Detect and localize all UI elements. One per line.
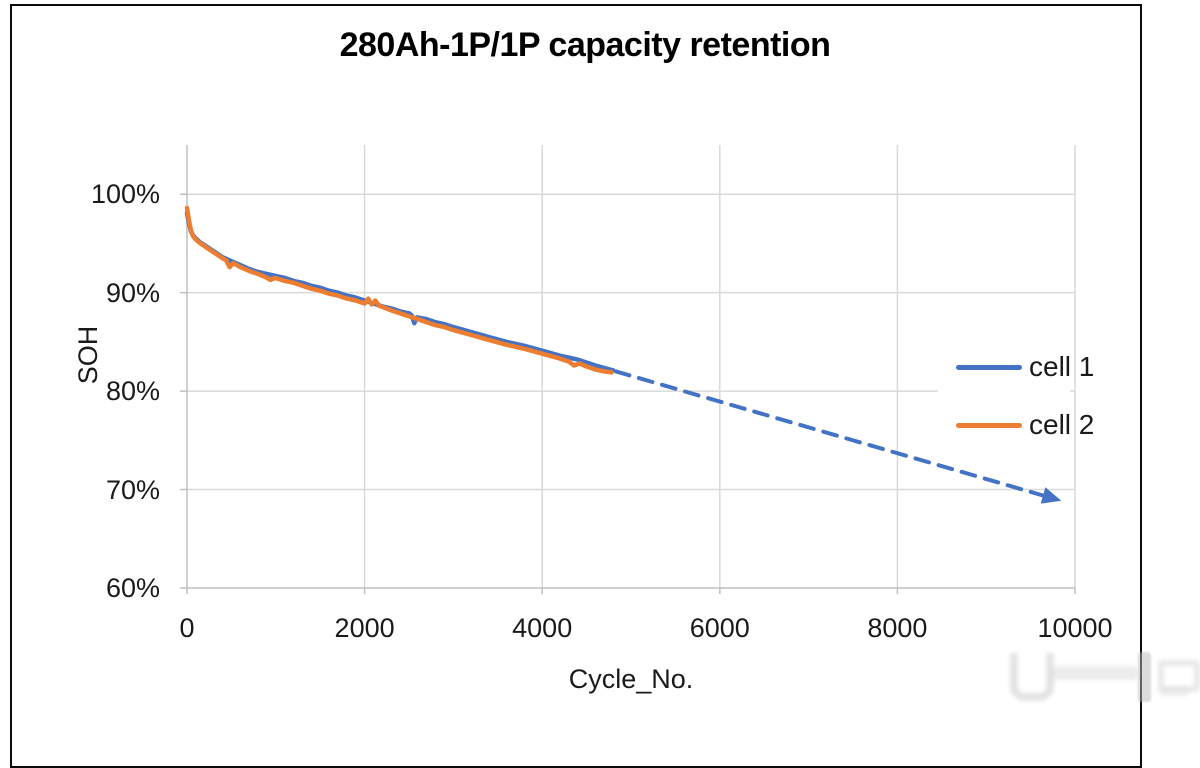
y-axis-title: SOH [73, 325, 103, 385]
legend-item-cell-2: cell 2 [956, 408, 1094, 442]
projection-arrowhead-icon [1040, 487, 1062, 504]
x-axis-title: Cycle_No. [568, 664, 694, 694]
x-tick-label: 10000 [1037, 613, 1113, 643]
y-tick-label: 70% [105, 474, 160, 505]
x-tick-label: 6000 [689, 613, 750, 643]
y-tick-label: 100% [90, 179, 160, 210]
legend-background [938, 344, 1070, 456]
series-line-cell-1 [184, 210, 616, 373]
legend-label-cell-2: cell 2 [1029, 409, 1095, 440]
y-tick-label: 90% [105, 277, 160, 308]
chart-title: 280Ah-1P/1P capacity retention [339, 26, 831, 64]
x-tick-label: 2000 [334, 613, 395, 643]
x-tick-label: 4000 [512, 613, 573, 643]
legend-swatch-cell-1-icon [956, 364, 1022, 370]
legend-item-cell-1: cell 1 [956, 350, 1094, 384]
y-tick-label: 60% [105, 573, 160, 603]
series-line-cell-2 [184, 205, 614, 375]
legend-label-cell-1: cell 1 [1029, 351, 1095, 382]
plot-area [180, 145, 1076, 594]
x-tick-label: 8000 [867, 613, 928, 643]
y-tick-label: 80% [105, 376, 160, 407]
legend-swatch-cell-2-icon [956, 422, 1022, 428]
x-tick-label: 0 [179, 613, 195, 643]
projection-dashed-line [613, 369, 1045, 498]
